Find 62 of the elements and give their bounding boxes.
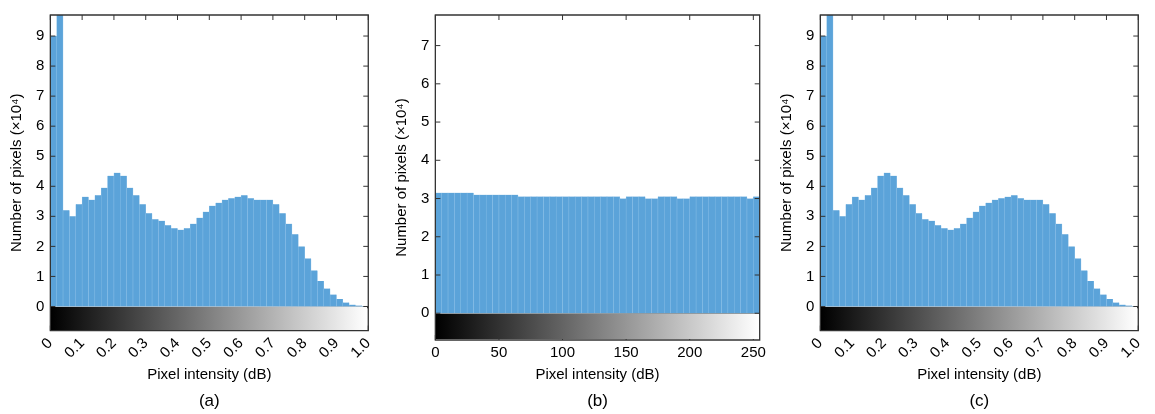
text: (c)	[969, 391, 990, 411]
y-tick-label: 0	[806, 296, 815, 314]
x-tick-label: 200	[677, 343, 703, 361]
y-tick-label: 6	[36, 116, 45, 134]
y-tick-label: 7	[806, 86, 815, 104]
y-tick-label: 3	[421, 188, 430, 206]
x-tick-label: 0.2	[862, 333, 889, 361]
y-tick-label: 4	[421, 150, 430, 168]
y-tick-label: 8	[36, 56, 45, 74]
y-tick-label: 6	[806, 116, 815, 134]
y-axis-title: Number of pixels (×10⁴)	[7, 93, 25, 253]
y-tick-label: 0	[421, 303, 430, 321]
x-tick-label: 0.4	[925, 333, 953, 361]
y-tick-label: 8	[806, 56, 815, 74]
y-tick-label: 2	[806, 236, 815, 254]
y-tick-label: 1	[806, 266, 815, 284]
x-axis-title: Pixel intensity (dB)	[147, 365, 272, 383]
x-tick-label: 0.6	[989, 333, 1017, 361]
y-tick-label: 9	[36, 26, 45, 44]
text: (b)	[587, 391, 608, 411]
x-tick-label: 100	[550, 343, 576, 361]
y-tick-label: 5	[806, 146, 815, 164]
y-tick-label: 1	[36, 266, 45, 284]
y-tick-label: 3	[806, 206, 815, 224]
y-tick-label: 1	[421, 265, 430, 283]
x-tick-label: 1.0	[1116, 333, 1144, 361]
x-tick-label: 0.7	[1021, 333, 1048, 361]
x-tick-label: 0.8	[282, 333, 310, 361]
y-tick-label: 4	[806, 176, 815, 194]
y-tick-label: 6	[421, 73, 430, 91]
x-axis-title: Pixel intensity (dB)	[535, 365, 660, 383]
x-tick-label: 0.1	[60, 333, 88, 361]
x-tick-label: 0.6	[219, 333, 247, 361]
x-tick-label: 0.5	[957, 333, 985, 361]
x-tick-label: 0.9	[1084, 333, 1112, 361]
x-tick-label: 0.9	[314, 333, 342, 361]
y-axis-title: Number of pixels (×10⁴)	[392, 98, 410, 257]
y-tick-label: 9	[806, 26, 815, 44]
y-tick-label: 5	[36, 146, 45, 164]
x-tick-label: 0.2	[92, 333, 119, 361]
y-tick-label: 3	[36, 206, 45, 224]
x-tick-label: 0.5	[187, 333, 215, 361]
y-tick-label: 2	[36, 236, 45, 254]
x-tick-label: 0.8	[1052, 333, 1080, 361]
y-tick-label: 0	[36, 296, 45, 314]
y-tick-label: 7	[36, 86, 45, 104]
y-tick-label: 2	[421, 226, 430, 244]
y-axis-title: Number of pixels (×10⁴)	[777, 93, 795, 253]
x-tick-label: 1.0	[346, 333, 374, 361]
x-tick-label: 0.4	[155, 333, 183, 361]
text: (a)	[198, 391, 220, 411]
x-tick-label: 0.1	[830, 333, 858, 361]
y-tick-label: 7	[421, 35, 430, 53]
x-tick-label: 250	[740, 343, 766, 361]
y-tick-label: 5	[421, 112, 430, 130]
x-tick-label: 0.3	[894, 333, 921, 361]
x-axis-title: Pixel intensity (dB)	[917, 365, 1042, 383]
x-tick-label: 150	[613, 343, 639, 361]
x-tick-label: 0.7	[251, 333, 278, 361]
x-tick-label: 0.3	[124, 333, 151, 361]
y-tick-label: 4	[36, 176, 45, 194]
x-tick-label: 50	[490, 343, 508, 361]
